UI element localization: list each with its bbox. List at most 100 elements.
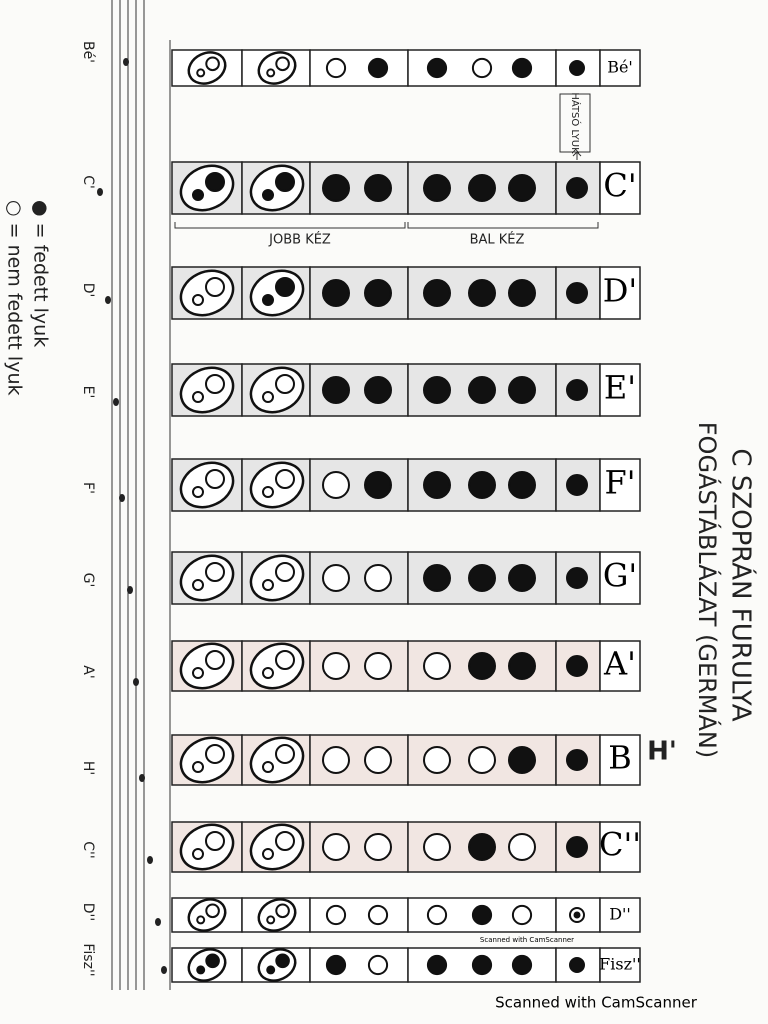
label-cell [599,49,641,87]
double-hole-small [262,579,274,591]
title: FOGÁSTÁBLÁZAT (GERMÁN) [693,422,722,759]
note-head [147,856,153,864]
double-hole-big [205,172,225,192]
hole [468,833,496,861]
hole [423,833,451,861]
double-hole-big [275,831,295,851]
hole [471,904,493,926]
note-head [113,398,119,406]
double-hole-big [205,903,220,919]
double-hole-small [192,391,204,403]
note-label: G' [80,573,96,588]
hole [468,652,496,680]
double-hole-small [196,68,206,78]
row-label: F' [605,464,636,502]
hole [508,279,536,307]
note-head [139,774,145,782]
hole [364,652,392,680]
row-label: D'' [609,905,631,924]
hole [471,954,493,976]
hole [364,746,392,774]
double-hole-big [275,374,295,394]
note-head [133,678,139,686]
double-hole-small [192,486,204,498]
hole-half [573,911,581,919]
hole [367,954,389,976]
double-hole-small [192,294,204,306]
double-hole-small [266,915,276,925]
label-cell [599,458,641,512]
hole [508,833,536,861]
row-label: E' [604,369,636,407]
hole [423,471,451,499]
note-label: F' [80,482,96,494]
hole [508,376,536,404]
double-hole-big [275,172,295,192]
title: C SZOPRÁN FURULYA [726,448,758,721]
hole [367,904,389,926]
h-alt-label: H' [647,737,677,767]
label-cell [599,821,641,873]
hole [566,567,588,589]
note-head [155,918,161,926]
label-cell [599,266,641,320]
row-label: C' [603,167,636,205]
hole [426,954,448,976]
hole [325,904,347,926]
note-label: E' [80,386,96,399]
hole [423,174,451,202]
double-hole-small [192,761,204,773]
hole [322,652,350,680]
hole [423,746,451,774]
hole [364,376,392,404]
hole [322,833,350,861]
double-hole-big [205,831,225,851]
hole [468,471,496,499]
double-hole-big [205,469,225,489]
label-cell [599,363,641,417]
double-hole-small [262,294,274,306]
note-label: Fisz'' [80,943,96,976]
legend-closed: ● = fedett lyuk [30,200,52,347]
double-hole-big [205,744,225,764]
double-hole-big [205,953,220,969]
double-hole-small [192,848,204,860]
row-label: C'' [599,826,641,864]
label-cell [599,897,641,933]
double-hole-small [262,848,274,860]
hole [322,564,350,592]
note-label: C'' [80,841,96,858]
note-head [123,58,129,66]
note-head [127,586,133,594]
hole [423,279,451,307]
note-head [161,966,167,974]
row-cell [309,897,409,933]
hole [566,379,588,401]
hole [322,279,350,307]
double-hole-small [266,68,276,78]
double-hole-small [192,189,204,201]
hole [566,655,588,677]
hole [566,282,588,304]
hole [566,474,588,496]
double-hole-small [262,189,274,201]
row-label: Fisz'' [599,955,641,974]
hole [423,564,451,592]
hole [322,471,350,499]
label-cell [599,640,641,692]
double-hole-big [275,903,290,919]
hole [508,746,536,774]
double-hole-big [205,277,225,297]
row-label: D' [603,272,637,310]
back-hole-label: HÁTSÓ LYUK [569,92,582,154]
scanner-mark: Scanned with CamScanner [495,994,698,1012]
double-hole-big [275,562,295,582]
double-hole-big [205,562,225,582]
hole [468,376,496,404]
hole [325,954,347,976]
hole [364,471,392,499]
hole [364,279,392,307]
note-label: Bé' [80,41,96,63]
row-label: Bé' [607,58,633,77]
